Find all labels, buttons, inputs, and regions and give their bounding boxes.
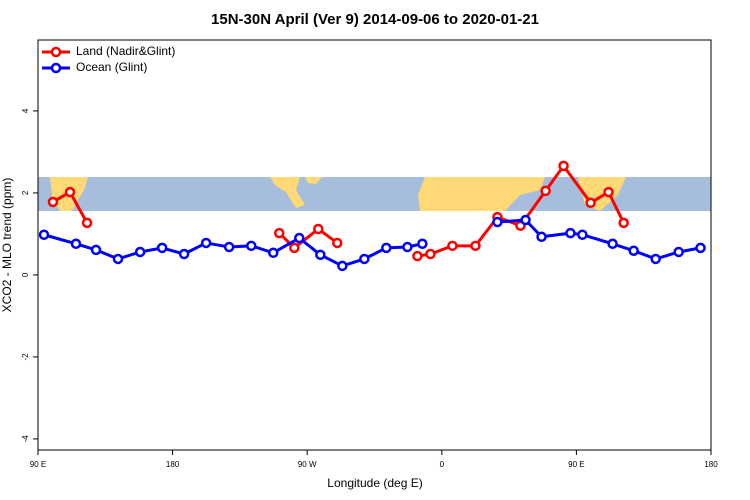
y-tick-label: 2 [21, 190, 30, 195]
data-point [64, 186, 76, 198]
y-axis-label: XCO2 - MLO trend (ppm) [0, 178, 14, 313]
data-point [577, 229, 588, 240]
legend-marker [50, 62, 62, 74]
data-point [425, 248, 436, 260]
data-point [492, 216, 503, 228]
y-tick-label: 4 [21, 108, 30, 113]
data-point [81, 217, 93, 229]
data-point [332, 237, 343, 249]
data-point [112, 253, 124, 265]
x-tick-label: 180 [166, 460, 180, 469]
data-point [156, 242, 168, 254]
data-point [565, 227, 576, 239]
y-tick-label: 0 [21, 272, 30, 277]
data-point [337, 260, 348, 272]
data-point [417, 238, 428, 250]
data-point [90, 244, 102, 256]
data-point [585, 197, 596, 209]
data-point [558, 160, 569, 172]
data-point [520, 214, 531, 226]
data-point [294, 232, 305, 244]
data-point [603, 186, 614, 198]
plot-frame [37, 39, 712, 451]
data-point [607, 238, 618, 250]
data-point [447, 240, 458, 252]
data-point [246, 240, 257, 252]
legend-label: Ocean (Glint) [76, 60, 147, 74]
data-point [359, 253, 370, 265]
x-tick-label: 0 [440, 460, 445, 469]
data-point [402, 241, 413, 253]
data-point [313, 223, 324, 235]
x-tick-label: 90 W [298, 460, 317, 469]
land-shape [418, 177, 545, 211]
data-point [695, 242, 706, 254]
data-point [273, 227, 285, 239]
data-point [268, 247, 279, 259]
data-point [223, 241, 235, 253]
y-tick-label: -4 [21, 435, 30, 443]
y-tick-label: -2 [21, 353, 30, 361]
data-point [650, 253, 661, 265]
data-point [673, 246, 684, 258]
x-tick-label: 90 E [30, 460, 46, 469]
legend-marker [50, 46, 62, 58]
legend-label: Land (Nadir&Glint) [76, 44, 175, 58]
data-point [412, 250, 423, 262]
data-point [315, 249, 326, 261]
data-point [540, 185, 551, 197]
data-point [134, 246, 146, 258]
data-point [70, 238, 82, 250]
data-point [178, 248, 190, 260]
data-point [381, 242, 392, 254]
x-axis-label: Longitude (deg E) [327, 476, 422, 490]
data-point [536, 231, 547, 243]
data-point [47, 196, 59, 208]
land-shape [305, 177, 322, 184]
data-point [200, 237, 212, 249]
x-tick-label: 180 [704, 460, 718, 469]
x-tick-label: 90 E [568, 460, 584, 469]
data-point [38, 229, 50, 240]
chart-title: 15N-30N April (Ver 9) 2014-09-06 to 2020… [211, 11, 539, 28]
data-point [618, 217, 629, 229]
land-shape [270, 177, 305, 208]
data-point [289, 242, 300, 254]
data-point [628, 245, 639, 256]
data-point [470, 240, 481, 252]
